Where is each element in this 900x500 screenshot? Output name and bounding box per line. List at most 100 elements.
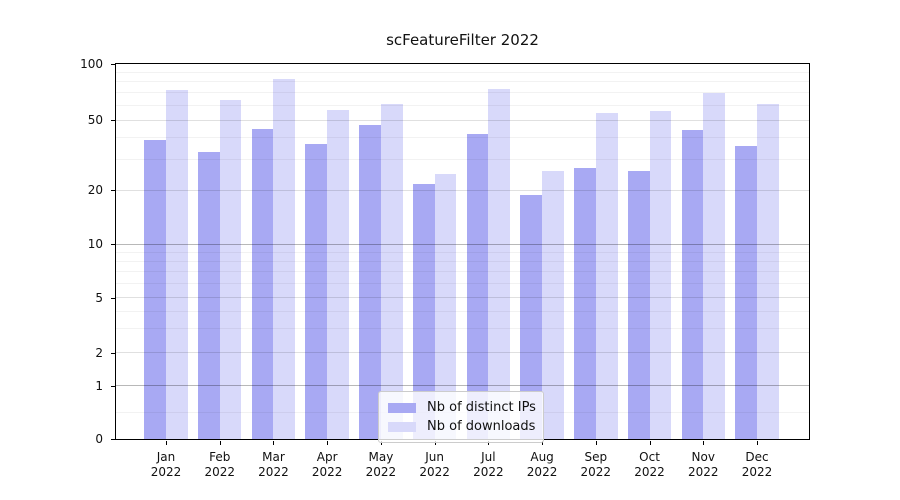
bar-distinct-ips <box>144 139 166 439</box>
y-axis-tick-mark <box>111 297 115 299</box>
y-axis-tick-mark <box>111 190 115 192</box>
x-axis-tick-mark <box>649 441 651 445</box>
y-axis-tick-label: 0 <box>95 431 103 446</box>
gridline <box>116 297 809 299</box>
gridline <box>116 352 809 354</box>
bar-distinct-ips <box>520 194 543 439</box>
y-axis-tick-label: 10 <box>87 237 103 252</box>
gridline <box>116 283 809 285</box>
bar-downloads <box>542 170 564 439</box>
year-label: 2022 <box>687 465 719 479</box>
gridline <box>116 328 809 330</box>
x-axis-tick-label: Feb 2022 <box>188 450 252 480</box>
y-axis-tick-label: 50 <box>87 113 103 128</box>
x-axis-tick-label: Apr 2022 <box>295 450 359 480</box>
x-axis-tick-label: Nov 2022 <box>671 450 735 480</box>
bar-downloads <box>488 88 511 439</box>
bar-downloads <box>703 93 725 439</box>
gridline <box>116 136 809 138</box>
year-label: 2022 <box>204 465 235 479</box>
y-axis-tick-mark <box>111 244 115 246</box>
gridline <box>116 385 809 387</box>
month-label: May <box>368 450 394 464</box>
month-label: Apr <box>316 450 338 464</box>
gridline <box>116 251 809 253</box>
x-axis-tick-mark <box>273 441 275 445</box>
bar-downloads <box>756 104 779 439</box>
month-label: Sep <box>584 450 608 464</box>
bar-downloads <box>595 112 618 439</box>
year-label: 2022 <box>473 465 504 479</box>
legend-swatch-distinct-ips <box>388 402 416 413</box>
month-label: Mar <box>262 450 285 464</box>
y-axis-tick-mark <box>111 385 115 387</box>
x-axis-tick-mark <box>166 441 167 445</box>
y-axis-tick-mark <box>111 438 115 440</box>
gridline <box>116 261 809 263</box>
x-axis-tick-mark <box>327 441 329 445</box>
year-label: 2022 <box>365 465 397 479</box>
x-axis-tick-label: Jun 2022 <box>403 450 467 480</box>
year-label: 2022 <box>419 465 450 479</box>
x-axis-tick-label: Mar 2022 <box>241 450 305 480</box>
gridline <box>116 243 809 245</box>
month-label: Jan <box>156 450 176 464</box>
x-axis-tick-label: May 2022 <box>349 450 413 480</box>
x-axis-tick-mark <box>488 441 490 445</box>
x-axis-tick-mark <box>434 441 436 445</box>
bar-downloads <box>327 109 349 439</box>
y-axis-tick-label: 5 <box>95 290 103 305</box>
y-axis-tick-mark <box>111 120 115 122</box>
gridline <box>116 92 809 94</box>
bar-downloads <box>166 89 188 439</box>
bar-distinct-ips <box>412 183 435 439</box>
bar-downloads <box>219 100 242 439</box>
bar-downloads <box>273 79 296 439</box>
gridline <box>116 104 809 106</box>
bar-distinct-ips <box>574 167 596 439</box>
year-label: 2022 <box>741 465 773 479</box>
x-axis-tick-mark <box>756 441 758 445</box>
year-label: 2022 <box>311 465 343 479</box>
chart-title: scFeatureFilter 2022 <box>386 31 539 49</box>
x-axis-tick-mark <box>542 441 544 445</box>
x-axis-tick-mark <box>595 441 597 445</box>
x-axis-tick-label: Dec 2022 <box>725 450 789 480</box>
gridline <box>116 71 809 73</box>
x-axis-tick-label: Jul 2022 <box>456 450 520 480</box>
month-label: Jul <box>481 450 496 464</box>
year-label: 2022 <box>526 465 558 479</box>
gridline <box>116 189 809 191</box>
y-axis-tick-mark <box>111 63 115 65</box>
gridline <box>116 119 809 121</box>
x-axis-tick-mark <box>219 441 221 445</box>
gridline <box>116 81 809 83</box>
bar-distinct-ips <box>359 125 381 439</box>
month-label: Feb <box>209 450 231 464</box>
plot-area <box>115 63 810 440</box>
bar-distinct-ips <box>305 143 328 439</box>
month-label: Nov <box>691 450 715 464</box>
x-axis-tick-mark <box>380 441 382 445</box>
month-label: Dec <box>745 450 769 464</box>
legend: Nb of distinct IPs Nb of downloads <box>378 391 544 443</box>
legend-label-downloads: Nb of downloads <box>427 419 536 434</box>
bar-downloads <box>434 173 457 439</box>
bar-distinct-ips <box>627 170 650 439</box>
month-label: Aug <box>530 450 554 464</box>
x-axis-tick-label: Sep 2022 <box>564 450 628 480</box>
gridline <box>116 271 809 273</box>
bar-distinct-ips <box>251 128 274 439</box>
legend-item-distinct-ips: Nb of distinct IPs <box>388 398 536 417</box>
x-axis-tick-label: Jan 2022 <box>134 450 198 480</box>
legend-item-downloads: Nb of downloads <box>388 417 536 436</box>
year-label: 2022 <box>580 465 612 479</box>
gridline <box>116 310 809 312</box>
bar-distinct-ips <box>681 130 704 439</box>
year-label: 2022 <box>258 465 289 479</box>
x-axis-tick-label: Aug 2022 <box>510 450 574 480</box>
month-label: Oct <box>639 450 660 464</box>
bar-downloads <box>649 111 672 439</box>
x-axis-tick-mark <box>703 441 705 445</box>
